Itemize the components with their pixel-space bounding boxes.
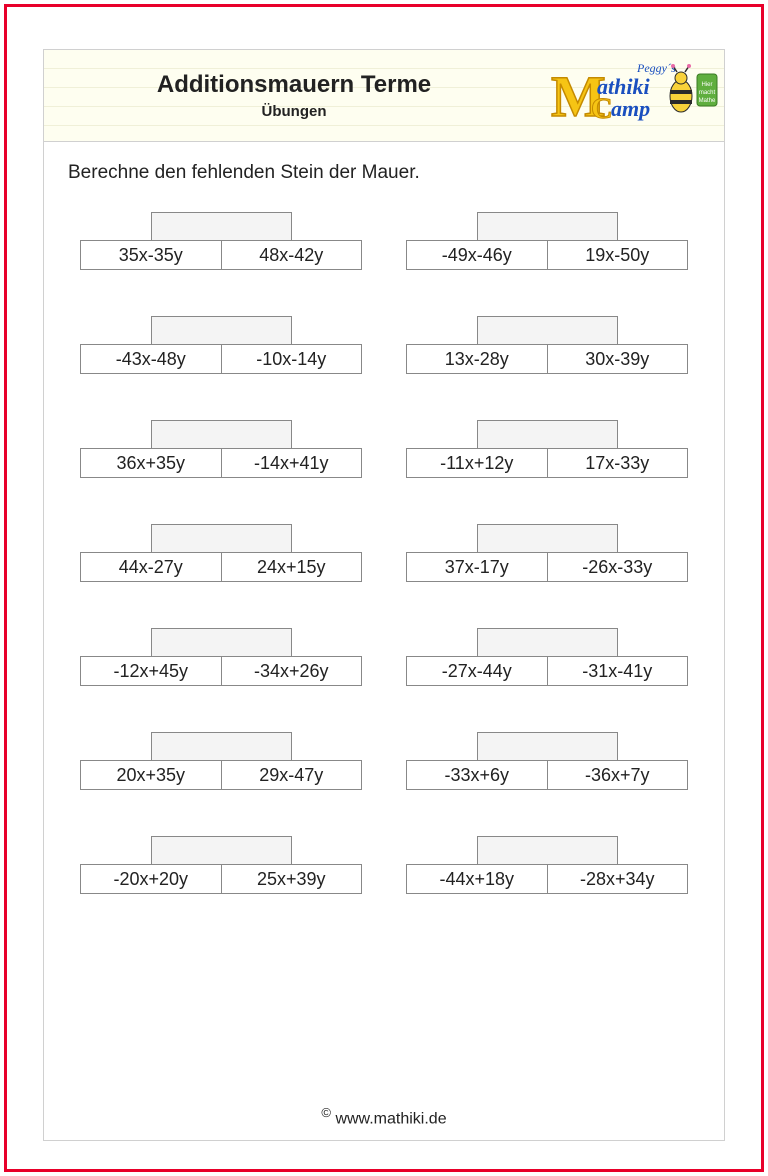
- wall-brick-left: -20x+20y: [80, 864, 222, 894]
- wall-brick-right: 17x-33y: [548, 448, 689, 478]
- wall-brick-right: 30x-39y: [548, 344, 689, 374]
- svg-text:Mathe: Mathe: [699, 98, 716, 104]
- wall-top-empty-brick: [477, 524, 618, 552]
- wall-brick-right: 25x+39y: [222, 864, 363, 894]
- logo-big-c: C: [591, 92, 613, 125]
- logo-peggy-text: Peggy´s: [636, 61, 676, 75]
- copyright-symbol: ©: [321, 1105, 331, 1120]
- body-area: Berechne den fehlenden Stein der Mauer. …: [44, 142, 724, 1089]
- addition-wall: 37x-17y-26x-33y: [406, 524, 688, 582]
- addition-wall: -33x+6y-36x+7y: [406, 732, 688, 790]
- wall-top-empty-brick: [477, 836, 618, 864]
- wall-top-empty-brick: [477, 316, 618, 344]
- wall-brick-right: 29x-47y: [222, 760, 363, 790]
- wall-brick-left: 35x-35y: [80, 240, 222, 270]
- wall-top-empty-brick: [151, 836, 292, 864]
- wall-brick-left: 36x+35y: [80, 448, 222, 478]
- wall-bottom-row: -49x-46y19x-50y: [406, 240, 688, 270]
- addition-wall: 20x+35y29x-47y: [80, 732, 362, 790]
- addition-wall: 44x-27y24x+15y: [80, 524, 362, 582]
- wall-bottom-row: -20x+20y25x+39y: [80, 864, 362, 894]
- wall-bottom-row: 35x-35y48x-42y: [80, 240, 362, 270]
- instruction-text: Berechne den fehlenden Stein der Mauer.: [68, 162, 700, 184]
- wall-brick-right: -10x-14y: [222, 344, 363, 374]
- outer-frame: Additionsmauern Terme Übungen Peggy´s M …: [4, 4, 764, 1172]
- wall-bottom-row: -43x-48y-10x-14y: [80, 344, 362, 374]
- wall-bottom-row: -12x+45y-34x+26y: [80, 656, 362, 686]
- wall-brick-left: 13x-28y: [406, 344, 548, 374]
- worksheet-page: Additionsmauern Terme Übungen Peggy´s M …: [43, 49, 725, 1141]
- wall-top-empty-brick: [151, 212, 292, 240]
- mathiki-camp-logo-icon: Peggy´s M athiki C amp: [549, 56, 719, 136]
- wall-brick-left: -11x+12y: [406, 448, 548, 478]
- wall-top-empty-brick: [477, 420, 618, 448]
- wall-brick-right: 24x+15y: [222, 552, 363, 582]
- wall-brick-left: -44x+18y: [406, 864, 548, 894]
- wall-brick-left: -49x-46y: [406, 240, 548, 270]
- addition-wall: -43x-48y-10x-14y: [80, 316, 362, 374]
- wall-top-empty-brick: [151, 420, 292, 448]
- addition-wall: -20x+20y25x+39y: [80, 836, 362, 894]
- wall-brick-left: 44x-27y: [80, 552, 222, 582]
- addition-wall: -44x+18y-28x+34y: [406, 836, 688, 894]
- wall-brick-left: 37x-17y: [406, 552, 548, 582]
- addition-wall: -12x+45y-34x+26y: [80, 628, 362, 686]
- worksheet-title: Additionsmauern Terme: [157, 71, 431, 99]
- wall-bottom-row: 36x+35y-14x+41y: [80, 448, 362, 478]
- wall-brick-right: 48x-42y: [222, 240, 363, 270]
- wall-bottom-row: 44x-27y24x+15y: [80, 552, 362, 582]
- wall-top-empty-brick: [151, 524, 292, 552]
- wall-brick-right: -36x+7y: [548, 760, 689, 790]
- svg-text:Hier: Hier: [701, 82, 712, 88]
- wall-bottom-row: 13x-28y30x-39y: [406, 344, 688, 374]
- wall-brick-left: -33x+6y: [406, 760, 548, 790]
- brand-logo: Peggy´s M athiki C amp: [544, 50, 724, 141]
- wall-bottom-row: 20x+35y29x-47y: [80, 760, 362, 790]
- wall-bottom-row: -44x+18y-28x+34y: [406, 864, 688, 894]
- wall-top-empty-brick: [477, 628, 618, 656]
- wall-brick-left: -12x+45y: [80, 656, 222, 686]
- footer-site: www.mathiki.de: [335, 1110, 446, 1127]
- addition-wall: -27x-44y-31x-41y: [406, 628, 688, 686]
- walls-grid: 35x-35y48x-42y -49x-46y19x-50y -43x-48y-10…: [68, 212, 700, 894]
- wall-brick-right: 19x-50y: [548, 240, 689, 270]
- addition-wall: 36x+35y-14x+41y: [80, 420, 362, 478]
- header-title-wrap: Additionsmauern Terme Übungen: [44, 50, 544, 141]
- footer: © www.mathiki.de: [44, 1089, 724, 1140]
- wall-brick-right: -31x-41y: [548, 656, 689, 686]
- wall-top-empty-brick: [151, 732, 292, 760]
- wall-bottom-row: -11x+12y17x-33y: [406, 448, 688, 478]
- wall-brick-left: 20x+35y: [80, 760, 222, 790]
- addition-wall: 35x-35y48x-42y: [80, 212, 362, 270]
- worksheet-subtitle: Übungen: [262, 103, 327, 120]
- wall-brick-right: -14x+41y: [222, 448, 363, 478]
- wall-bottom-row: -27x-44y-31x-41y: [406, 656, 688, 686]
- wall-brick-left: -27x-44y: [406, 656, 548, 686]
- wall-brick-right: -28x+34y: [548, 864, 689, 894]
- header: Additionsmauern Terme Übungen Peggy´s M …: [44, 50, 724, 142]
- addition-wall: -49x-46y19x-50y: [406, 212, 688, 270]
- wall-top-empty-brick: [477, 732, 618, 760]
- wall-brick-right: -26x-33y: [548, 552, 689, 582]
- addition-wall: -11x+12y17x-33y: [406, 420, 688, 478]
- wall-bottom-row: -33x+6y-36x+7y: [406, 760, 688, 790]
- wall-top-empty-brick: [151, 628, 292, 656]
- wall-bottom-row: 37x-17y-26x-33y: [406, 552, 688, 582]
- wall-brick-right: -34x+26y: [222, 656, 363, 686]
- wall-top-empty-brick: [151, 316, 292, 344]
- addition-wall: 13x-28y30x-39y: [406, 316, 688, 374]
- svg-text:macht: macht: [699, 90, 716, 96]
- wall-top-empty-brick: [477, 212, 618, 240]
- logo-amp: amp: [611, 96, 650, 121]
- wall-brick-left: -43x-48y: [80, 344, 222, 374]
